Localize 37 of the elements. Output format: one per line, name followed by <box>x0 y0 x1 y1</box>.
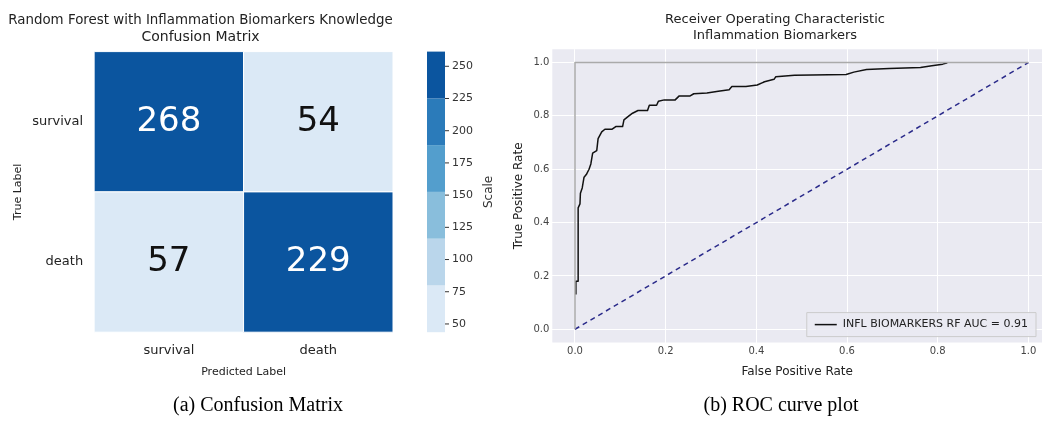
text: (a) Confusion Matrix <box>172 393 344 416</box>
y-axis-title: True Positive Rate <box>511 142 526 251</box>
y-tick-label: 0.6 <box>533 162 550 174</box>
x-tick-label: death <box>299 342 338 358</box>
data-label: 57 <box>147 238 191 279</box>
x-tick-label: 0.6 <box>839 345 855 357</box>
x-tick-label: 0.0 <box>567 345 583 357</box>
color-bar-label: 225 <box>452 91 473 105</box>
data-label: 229 <box>285 238 351 279</box>
data-label: 54 <box>296 98 340 139</box>
x-tick-label: 0.4 <box>748 345 765 357</box>
y-tick-label: 0.0 <box>533 322 550 334</box>
x-axis-title: Predicted Label <box>201 365 286 379</box>
x-tick-label: survival <box>143 342 195 358</box>
y-tick-label: 1.0 <box>533 56 550 68</box>
y-axis-title: True Label <box>11 163 25 222</box>
color-bar-label: 100 <box>452 252 473 266</box>
y-tick-label: 0.4 <box>533 216 550 228</box>
color-bar-label: 50 <box>452 316 466 330</box>
chart-title: Random Forest with Inflammation Biomarkers Knowledge Confusion Matrix <box>8 10 393 44</box>
color-bar-label: 200 <box>452 123 473 137</box>
color-bar-label: 125 <box>452 220 473 234</box>
legend-label: INFL BIOMARKERS RF AUC = 0.91 <box>842 317 1029 331</box>
chart-title: Receiver Operating Characteristic Inflammation Biomarkers <box>665 11 885 42</box>
data-label: 268 <box>136 98 202 139</box>
x-tick-label: 0.8 <box>929 345 946 357</box>
x-tick-label: 0.2 <box>657 345 674 357</box>
text: (b) ROC curve plot <box>702 393 860 416</box>
y-tick-label: 0.8 <box>533 109 550 121</box>
x-axis-title: False Positive Rate <box>741 363 853 378</box>
color-bar-label: 175 <box>452 155 473 169</box>
x-tick-label: 1.0 <box>1020 345 1037 357</box>
color-bar-label: 150 <box>452 187 473 201</box>
color-bar-label: 250 <box>452 59 473 73</box>
color-bar-label: 75 <box>452 284 466 298</box>
color-bar-title: Scale <box>481 175 496 209</box>
y-tick-label: 0.2 <box>533 269 550 281</box>
